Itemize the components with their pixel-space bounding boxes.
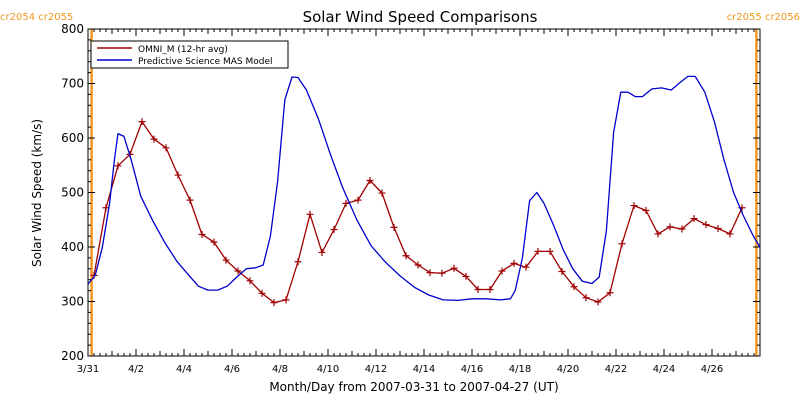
plot-area: [88, 75, 760, 307]
omni-data-point: [462, 272, 470, 280]
x-tick-label: 4/12: [365, 364, 387, 375]
omni-data-point: [318, 248, 326, 256]
carrington-marker-label: cr2054 cr2055: [0, 12, 73, 23]
omni-data-point: [486, 286, 494, 294]
x-tick-label: 4/26: [701, 364, 723, 375]
y-tick-label: 700: [61, 77, 84, 91]
omni-data-point: [570, 283, 578, 291]
omni-data-point: [630, 202, 638, 210]
omni-data-point: [270, 299, 278, 307]
mas-series-line: [88, 75, 760, 302]
omni-data-point: [450, 264, 458, 272]
y-tick-label: 400: [61, 240, 84, 254]
x-tick-label: 4/6: [224, 364, 240, 375]
omni-data-point: [546, 247, 554, 255]
y-tick-label: 200: [61, 349, 84, 363]
series-1: [88, 75, 760, 302]
omni-data-point: [366, 177, 374, 185]
omni-data-point: [378, 189, 386, 197]
legend-label-omni: OMNI_M (12-hr avg): [138, 45, 228, 55]
series-0: [90, 118, 746, 307]
x-tick-label: 4/20: [557, 364, 579, 375]
x-tick-label: 4/14: [413, 364, 435, 375]
omni-data-point: [138, 118, 146, 126]
legend-label-mas: Predictive Science MAS Model: [138, 57, 273, 67]
omni-data-point: [150, 135, 158, 143]
omni-data-point: [498, 267, 506, 275]
omni-data-point: [582, 294, 590, 302]
omni-data-point: [294, 258, 302, 266]
x-tick-label: 4/10: [317, 364, 339, 375]
y-axis-label: Solar Wind Speed (km/s): [30, 119, 44, 267]
omni-data-point: [258, 289, 266, 297]
x-axis-label: Month/Day from 2007-03-31 to 2007-04-27 …: [269, 380, 558, 394]
omni-data-point: [558, 268, 566, 276]
axes: 200 300 400 500 600 700 800 3/31 4/2 4/4 4/6 4/8 4/1…: [61, 22, 760, 375]
plot-frame: [87, 28, 761, 357]
omni-data-point: [306, 210, 314, 218]
x-tick-label: 4/8: [272, 364, 288, 375]
omni-data-point: [330, 226, 338, 234]
x-tick-label: 4/24: [653, 364, 675, 375]
omni-data-point: [678, 225, 686, 233]
omni-data-point: [198, 230, 206, 238]
omni-data-point: [174, 171, 182, 179]
omni-data-point: [354, 196, 362, 204]
omni-data-point: [654, 230, 662, 238]
omni-data-point: [474, 286, 482, 294]
y-tick-label: 300: [61, 295, 84, 309]
omni-data-point: [522, 263, 530, 271]
omni-data-point: [390, 223, 398, 231]
x-tick-label: 4/18: [509, 364, 531, 375]
omni-data-point: [690, 215, 698, 223]
omni-data-point: [414, 261, 422, 269]
x-tick-label: 4/22: [605, 364, 627, 375]
omni-data-point: [714, 224, 722, 232]
omni-data-point: [702, 221, 710, 229]
omni-data-point: [246, 277, 254, 285]
omni-data-point: [618, 240, 626, 248]
omni-data-point: [438, 269, 446, 277]
x-tick-label: 3/31: [77, 364, 99, 375]
omni-data-point: [606, 289, 614, 297]
omni-data-point: [222, 256, 230, 264]
carrington-marker-label: cr2055 cr2056: [727, 12, 800, 23]
series-layer: [88, 75, 760, 307]
y-tick-label: 500: [61, 186, 84, 200]
omni-data-point: [162, 144, 170, 152]
omni-series-line: [93, 121, 743, 304]
omni-data-point: [534, 247, 542, 255]
omni-data-point: [402, 252, 410, 260]
omni-data-point: [210, 238, 218, 246]
omni-data-point: [342, 199, 350, 207]
x-tick-label: 4/16: [461, 364, 483, 375]
chart-title: Solar Wind Speed Comparisons: [303, 8, 538, 26]
omni-data-point: [234, 267, 242, 275]
omni-data-point: [726, 230, 734, 238]
legend-box: [90, 40, 289, 69]
omni-data-point: [426, 269, 434, 277]
omni-data-point: [114, 162, 122, 170]
omni-data-point: [666, 223, 674, 231]
omni-data-point: [186, 196, 194, 204]
omni-data-point: [282, 296, 290, 304]
omni-data-point: [510, 259, 518, 267]
y-tick-label: 800: [61, 22, 84, 36]
omni-data-point: [594, 298, 602, 306]
x-tick-label: 4/2: [128, 364, 144, 375]
x-tick-label: 4/4: [176, 364, 192, 375]
y-tick-label: 600: [61, 131, 84, 145]
legend: OMNI_M (12-hr avg) Predictive Science MA…: [90, 40, 289, 69]
omni-data-point: [642, 206, 650, 214]
